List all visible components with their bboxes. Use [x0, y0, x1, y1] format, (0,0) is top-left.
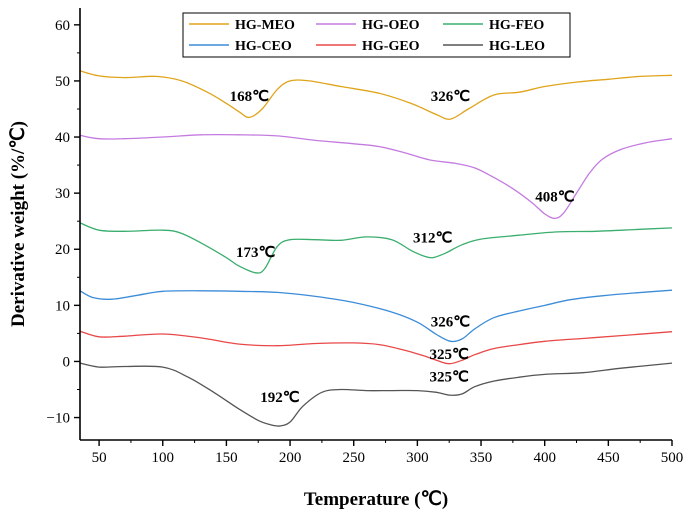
legend-label-hg-geo: HG-GEO	[362, 39, 420, 54]
x-tick-label: 300	[406, 450, 429, 466]
plot-area: 168℃ 326℃ 408℃ 173℃ 312℃ 326℃ 325℃ 325℃ 192℃ 50 1…	[47, 8, 684, 466]
y-tick-label: 10	[55, 298, 70, 314]
y-tick-label: −10	[47, 411, 70, 427]
peak-annotation: 312℃	[413, 231, 453, 247]
peak-annotation: 326℃	[431, 89, 471, 105]
y-tick-label: 20	[55, 242, 70, 258]
x-tick-label: 500	[661, 450, 684, 466]
x-tick-label: 200	[279, 450, 302, 466]
x-tick-label: 350	[470, 450, 493, 466]
legend-items: HG-MEO HG-OEO HG-FEO HG-CEO HG-GEO HG-LEO	[189, 18, 545, 54]
legend-label-hg-oeo: HG-OEO	[362, 18, 420, 33]
x-tick-label: 400	[533, 450, 556, 466]
x-axis-ticks: 50 100 150 200 250 300 350 400 450 500	[92, 440, 684, 466]
x-axis-title: Temperature (℃)	[304, 489, 448, 510]
peak-annotation: 325℃	[430, 370, 470, 386]
peak-annotation: 192℃	[260, 390, 300, 406]
peak-annotation: 325℃	[430, 347, 470, 363]
legend-label-hg-feo: HG-FEO	[489, 18, 544, 33]
x-tick-label: 450	[597, 450, 620, 466]
legend-label-hg-leo: HG-LEO	[489, 39, 545, 54]
y-tick-label: 60	[55, 18, 70, 34]
legend-label-hg-ceo: HG-CEO	[235, 39, 292, 54]
x-tick-label: 50	[92, 450, 107, 466]
y-axis-title: Derivative weight (%/℃)	[8, 121, 29, 327]
series-line-hg-leo	[79, 362, 673, 427]
peak-annotation: 168℃	[230, 89, 270, 105]
peak-annotation: 173℃	[236, 245, 276, 261]
legend: HG-MEO HG-OEO HG-FEO HG-CEO HG-GEO HG-LEO	[182, 12, 571, 58]
y-axis-ticks: −10 0 10 20 30 40 50 60	[47, 18, 80, 427]
y-tick-label: 30	[55, 186, 70, 202]
x-tick-label: 100	[152, 450, 175, 466]
legend-box	[182, 12, 571, 58]
series-line-hg-geo	[79, 330, 673, 365]
peak-annotation: 326℃	[431, 315, 471, 331]
x-tick-label: 150	[215, 450, 238, 466]
series-layer	[79, 70, 673, 427]
annotation-layer: 168℃ 326℃ 408℃ 173℃ 312℃ 326℃ 325℃ 325℃ 192℃	[230, 89, 575, 406]
y-tick-label: 40	[55, 130, 70, 146]
peak-annotation: 408℃	[535, 190, 575, 206]
legend-label-hg-meo: HG-MEO	[235, 18, 295, 33]
x-tick-label: 250	[342, 450, 365, 466]
series-line-hg-oeo	[79, 133, 673, 220]
series-line-hg-meo	[79, 70, 673, 120]
y-tick-label: 50	[55, 74, 70, 90]
series-line-hg-feo	[79, 222, 673, 274]
y-tick-label: 0	[63, 354, 71, 370]
series-line-hg-ceo	[79, 289, 673, 343]
